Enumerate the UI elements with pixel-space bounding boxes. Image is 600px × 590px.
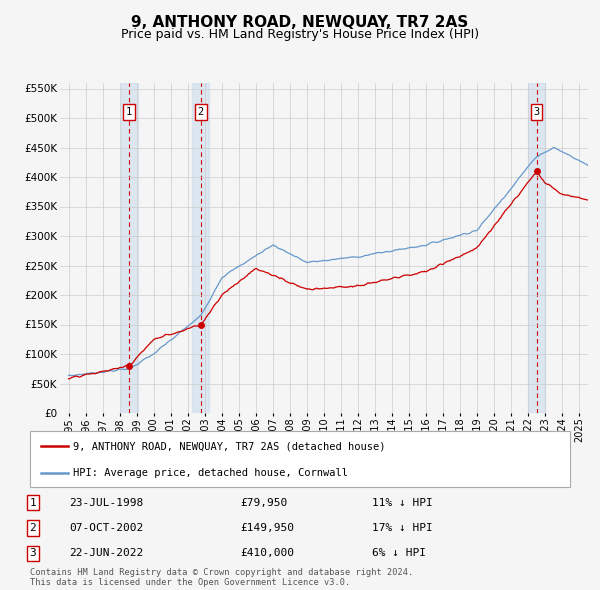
Bar [193,83,209,413]
Text: £149,950: £149,950 [240,523,294,533]
Text: 3: 3 [533,107,539,117]
Text: 2: 2 [29,523,37,533]
Text: 23-JUL-1998: 23-JUL-1998 [69,498,143,507]
FancyBboxPatch shape [30,431,570,487]
Text: 11% ↓ HPI: 11% ↓ HPI [372,498,433,507]
Text: 1: 1 [29,498,37,507]
Text: 17% ↓ HPI: 17% ↓ HPI [372,523,433,533]
Text: £79,950: £79,950 [240,498,287,507]
Text: Contains HM Land Registry data © Crown copyright and database right 2024.
This d: Contains HM Land Registry data © Crown c… [30,568,413,587]
Text: Price paid vs. HM Land Registry's House Price Index (HPI): Price paid vs. HM Land Registry's House … [121,28,479,41]
Text: 1: 1 [126,107,132,117]
Text: 07-OCT-2002: 07-OCT-2002 [69,523,143,533]
Text: 2: 2 [198,107,204,117]
Text: 9, ANTHONY ROAD, NEWQUAY, TR7 2AS: 9, ANTHONY ROAD, NEWQUAY, TR7 2AS [131,15,469,30]
Text: £410,000: £410,000 [240,549,294,558]
Text: HPI: Average price, detached house, Cornwall: HPI: Average price, detached house, Corn… [73,468,348,478]
Text: 6% ↓ HPI: 6% ↓ HPI [372,549,426,558]
Text: 3: 3 [29,549,37,558]
Text: 9, ANTHONY ROAD, NEWQUAY, TR7 2AS (detached house): 9, ANTHONY ROAD, NEWQUAY, TR7 2AS (detac… [73,441,386,451]
Text: 22-JUN-2022: 22-JUN-2022 [69,549,143,558]
Bar [528,83,545,413]
Bar [121,83,137,413]
